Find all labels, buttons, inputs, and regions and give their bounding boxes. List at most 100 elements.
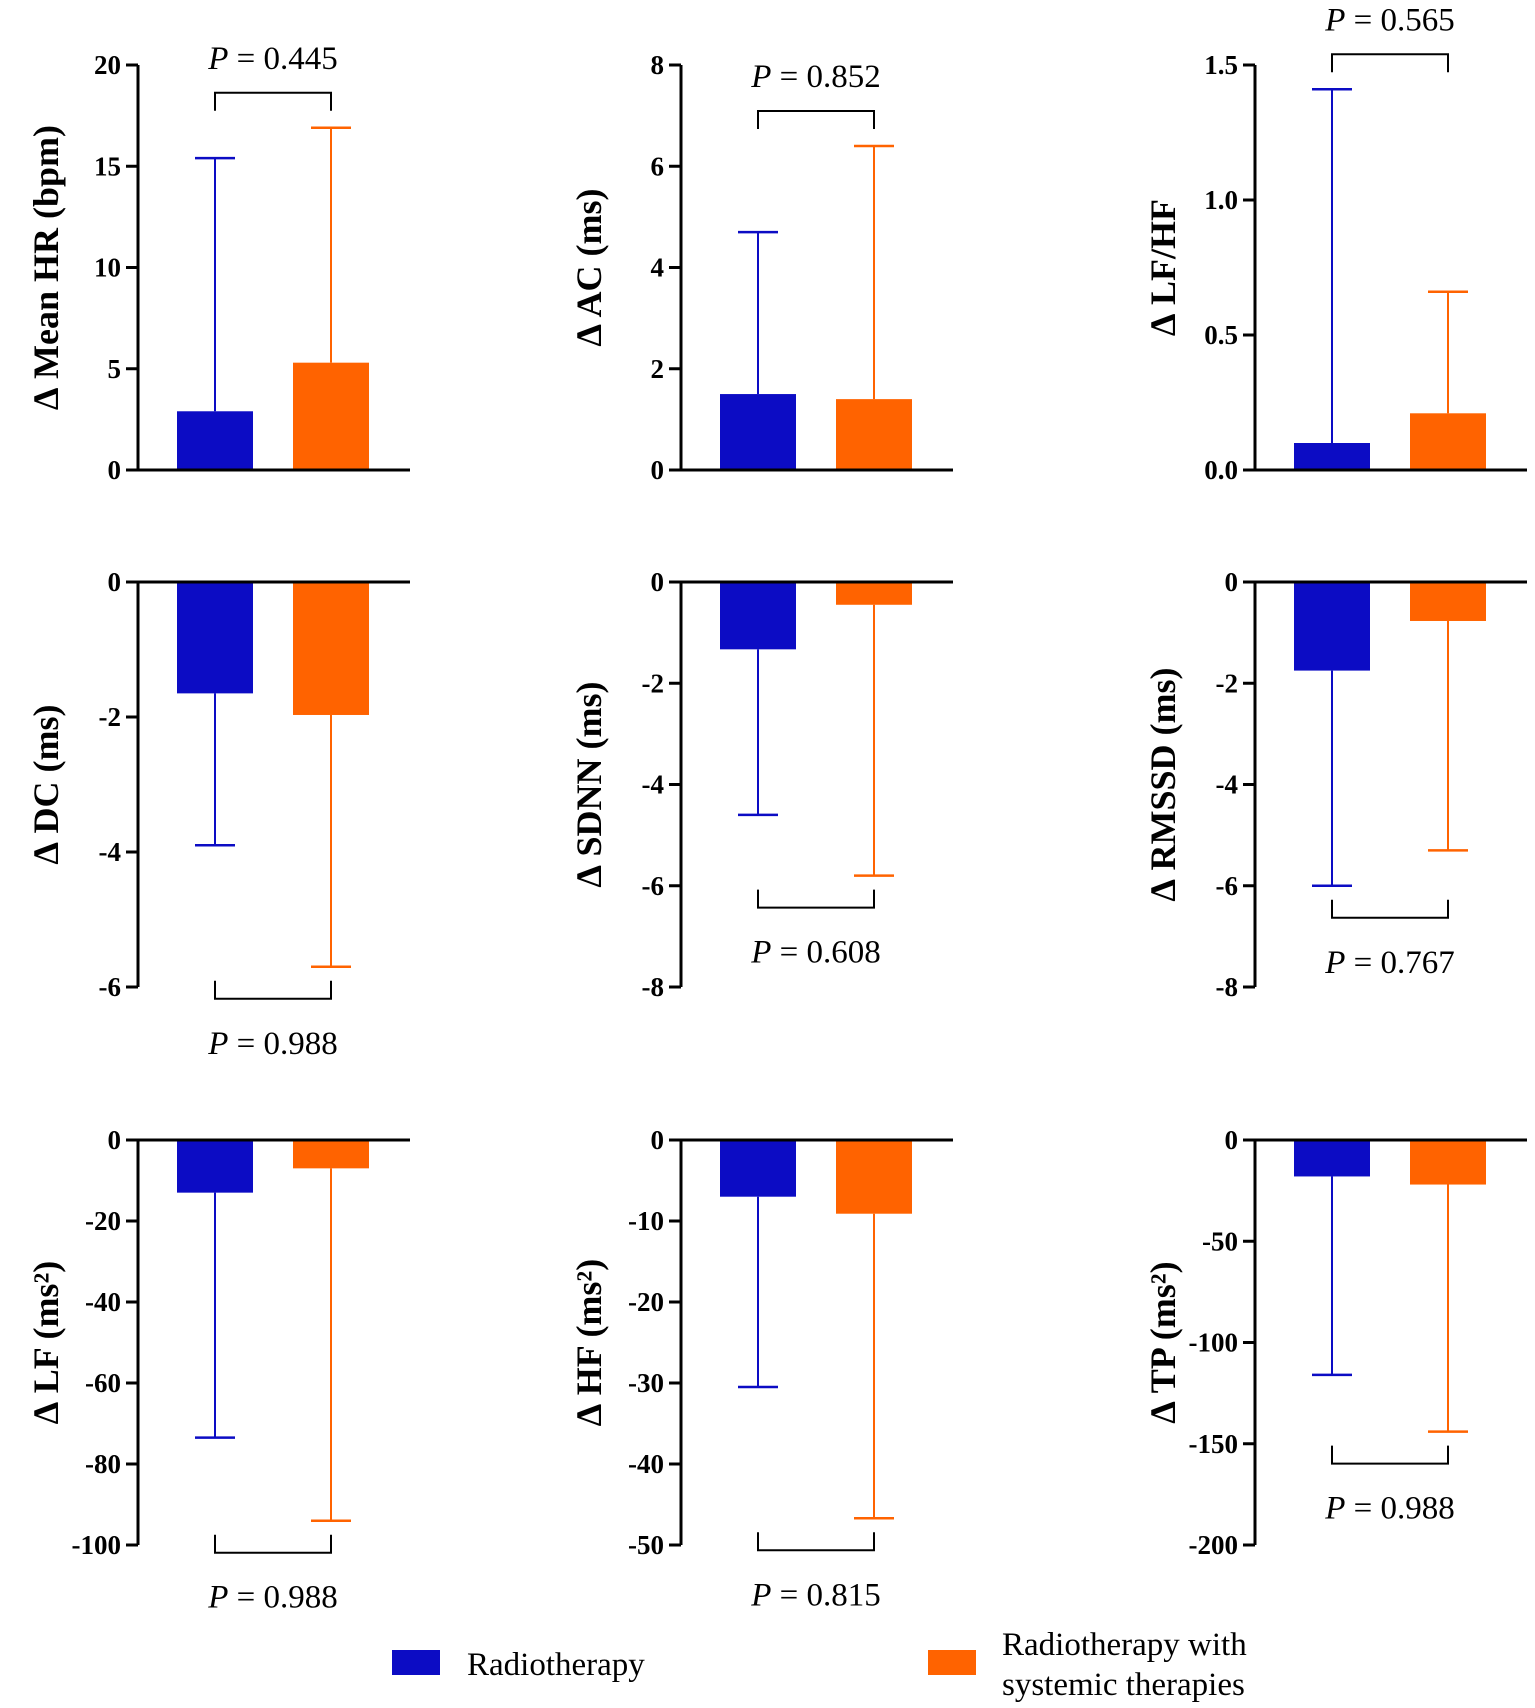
legend-swatch-radiotherapy xyxy=(392,1650,440,1675)
p-value-symbol: P xyxy=(750,1577,771,1613)
y-tick-label: 8 xyxy=(651,50,665,80)
legend-label-radiotherapy: Radiotherapy xyxy=(467,1647,645,1683)
significance-bracket xyxy=(757,1532,875,1552)
y-tick-label: -60 xyxy=(85,1368,121,1398)
p-value-label: P = 0.988 xyxy=(1324,1491,1455,1527)
y-tick-label: 0 xyxy=(651,1125,665,1155)
y-tick-label: -100 xyxy=(1189,1328,1239,1358)
significance-bracket xyxy=(214,1534,332,1554)
bar-combined xyxy=(293,582,369,715)
legend-label-combined: Radiotherapy with systemic therapies xyxy=(1002,1627,1255,1703)
y-tick-label: -200 xyxy=(1189,1530,1239,1560)
bar-combined xyxy=(836,1140,912,1214)
p-value-number: = 0.852 xyxy=(771,59,880,95)
bar-combined xyxy=(293,362,369,470)
p-value-symbol: P xyxy=(207,1026,228,1062)
bar-combined xyxy=(836,582,912,605)
p-value-number: = 0.815 xyxy=(771,1577,880,1613)
y-tick-label: 4 xyxy=(651,253,665,283)
p-value-symbol: P xyxy=(1324,2,1345,38)
y-tick-label: -40 xyxy=(85,1287,121,1317)
y-tick-label: -20 xyxy=(628,1287,664,1317)
p-value-symbol: P xyxy=(207,41,228,77)
y-tick-label: 0.0 xyxy=(1204,455,1238,485)
panel-2: 0 2 4 6 8 ∆ AC (ms) P = 0.852 xyxy=(569,50,953,485)
significance-bracket xyxy=(214,980,332,1000)
y-tick-label: -6 xyxy=(642,871,665,901)
p-value-number: = 0.988 xyxy=(228,1580,337,1616)
y-axis-label: ∆ DC (ms) xyxy=(26,705,66,865)
legend-swatch-combined xyxy=(928,1650,976,1675)
panels: 0 5 10 15 20 ∆ Mean HR (bpm) P = 0.445 0 2 4 6 8 ∆ A… xyxy=(26,2,1527,1616)
y-tick-label: -40 xyxy=(628,1449,664,1479)
bar-radiotherapy xyxy=(1294,1140,1370,1177)
significance-bracket xyxy=(214,91,332,111)
bar-combined xyxy=(1410,1140,1486,1185)
significance-bracket xyxy=(757,110,875,129)
p-value-label: P = 0.815 xyxy=(750,1577,881,1613)
y-tick-label: 2 xyxy=(651,354,665,384)
y-tick-label: 0.5 xyxy=(1204,320,1238,350)
panel-4: 0 -2 -4 -6 ∆ DC (ms) P = 0.988 xyxy=(26,567,410,1062)
panel-1: 0 5 10 15 20 ∆ Mean HR (bpm) P = 0.445 xyxy=(26,41,410,485)
bar-radiotherapy xyxy=(720,1140,796,1197)
p-value-number: = 0.565 xyxy=(1345,2,1454,38)
bar-combined xyxy=(293,1140,369,1169)
p-value-label: P = 0.988 xyxy=(207,1580,338,1616)
y-axis-label: ∆ RMSSD (ms) xyxy=(1143,667,1183,901)
p-value-symbol: P xyxy=(750,935,771,971)
legend-label-combined-line-2: systemic therapies xyxy=(1002,1667,1245,1703)
y-tick-label: -150 xyxy=(1189,1429,1239,1459)
y-tick-label: -4 xyxy=(99,837,122,867)
p-value-label: P = 0.608 xyxy=(750,935,881,971)
bar-combined xyxy=(1410,582,1486,621)
y-tick-label: 0 xyxy=(651,455,665,485)
y-axis-label: ∆ LF/HF xyxy=(1143,199,1183,336)
panel-5: 0 -2 -4 -6 -8 ∆ SDNN (ms) P = 0.608 xyxy=(569,567,953,1002)
p-value-label: P = 0.767 xyxy=(1324,945,1455,981)
bar-radiotherapy xyxy=(1294,443,1370,470)
y-tick-label: 0 xyxy=(108,567,122,597)
y-tick-label: -50 xyxy=(1202,1226,1238,1256)
legend: Radiotherapy Radiotherapy with systemic … xyxy=(392,1627,1255,1703)
p-value-label: P = 0.445 xyxy=(207,41,338,77)
y-tick-label: 0 xyxy=(1225,1125,1239,1155)
y-tick-label: 0 xyxy=(108,1125,122,1155)
y-axis-label: ∆ SDNN (ms) xyxy=(569,681,609,887)
legend-label-combined-line-1: Radiotherapy with xyxy=(1002,1627,1247,1663)
y-axis-label: ∆ AC (ms) xyxy=(569,188,609,346)
y-tick-label: -30 xyxy=(628,1368,664,1398)
p-value-symbol: P xyxy=(207,1580,228,1616)
y-tick-label: 10 xyxy=(94,253,121,283)
y-tick-label: -8 xyxy=(642,972,665,1002)
y-tick-label: -100 xyxy=(72,1530,122,1560)
y-tick-label: -6 xyxy=(99,972,122,1002)
y-tick-label: -20 xyxy=(85,1206,121,1236)
bar-radiotherapy xyxy=(177,1140,253,1193)
p-value-label: P = 0.988 xyxy=(207,1026,338,1062)
y-tick-label: 15 xyxy=(94,151,121,181)
y-axis-label: ∆ Mean HR (bpm) xyxy=(26,125,66,410)
y-tick-label: 0 xyxy=(108,455,122,485)
y-tick-label: -4 xyxy=(1216,770,1239,800)
bar-radiotherapy xyxy=(177,411,253,470)
bar-radiotherapy xyxy=(1294,582,1370,671)
y-tick-label: -2 xyxy=(1216,668,1239,698)
y-tick-label: 1.0 xyxy=(1204,185,1238,215)
y-tick-label: 5 xyxy=(108,354,122,384)
bar-radiotherapy xyxy=(177,582,253,694)
significance-bracket xyxy=(1331,53,1449,73)
panel-8: 0 -10 -20 -30 -40 -50 ∆ HF (ms²) P = 0.815 xyxy=(569,1125,953,1613)
y-tick-label: -6 xyxy=(1216,871,1239,901)
y-axis-label: ∆ TP (ms²) xyxy=(1143,1261,1183,1423)
y-axis-label: ∆ LF (ms²) xyxy=(26,1261,66,1424)
y-tick-label: -2 xyxy=(642,668,665,698)
p-value-number: = 0.767 xyxy=(1345,945,1454,981)
p-value-number: = 0.445 xyxy=(228,41,337,77)
y-tick-label: 6 xyxy=(651,151,665,181)
bar-radiotherapy xyxy=(720,582,796,650)
p-value-number: = 0.988 xyxy=(228,1026,337,1062)
y-tick-label: 1.5 xyxy=(1204,50,1238,80)
y-tick-label: -80 xyxy=(85,1449,121,1479)
